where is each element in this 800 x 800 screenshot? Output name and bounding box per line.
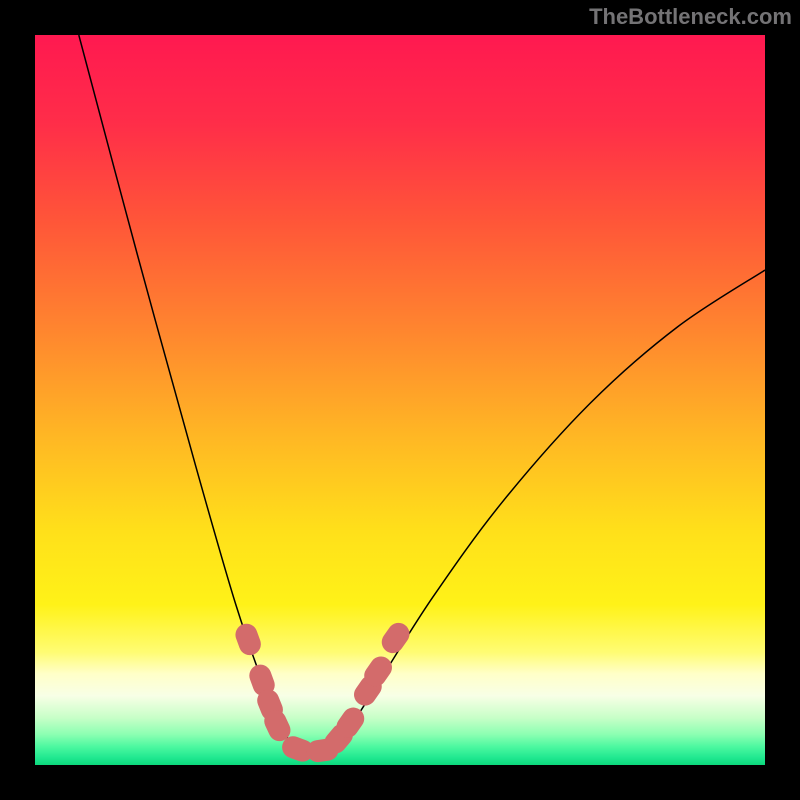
watermark-text: TheBottleneck.com (589, 4, 792, 30)
plot-background (35, 35, 765, 765)
bottleneck-chart (0, 0, 800, 800)
